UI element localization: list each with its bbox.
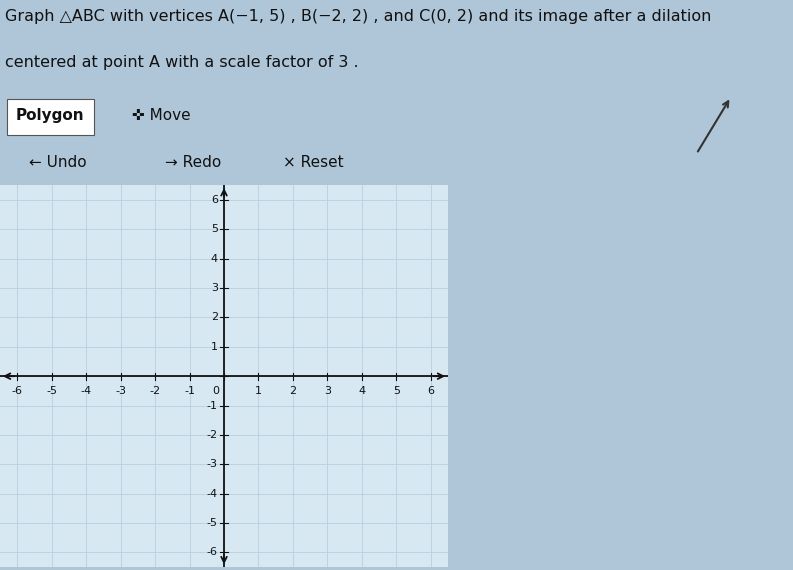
Text: 0: 0: [212, 386, 219, 397]
Text: 1: 1: [255, 386, 262, 397]
Text: -1: -1: [184, 386, 195, 397]
Text: × Reset: × Reset: [283, 155, 344, 170]
Text: -5: -5: [207, 518, 218, 528]
Text: -6: -6: [207, 547, 218, 557]
Text: -4: -4: [207, 488, 218, 499]
Text: 4: 4: [358, 386, 366, 397]
Text: ← Undo: ← Undo: [29, 155, 87, 170]
Text: -1: -1: [207, 401, 218, 410]
Text: -2: -2: [150, 386, 161, 397]
Text: 3: 3: [211, 283, 218, 293]
Text: -5: -5: [46, 386, 57, 397]
Text: -6: -6: [12, 386, 23, 397]
Text: -4: -4: [81, 386, 92, 397]
Text: 2: 2: [289, 386, 297, 397]
Text: Graph △ABC with vertices A(−1, 5) , B(−2, 2) , and C(0, 2) and its image after a: Graph △ABC with vertices A(−1, 5) , B(−2…: [6, 9, 712, 25]
Text: Polygon: Polygon: [16, 108, 85, 124]
Text: 3: 3: [324, 386, 331, 397]
Text: ✜ Move: ✜ Move: [132, 108, 190, 124]
Text: -2: -2: [207, 430, 218, 440]
Text: 5: 5: [211, 225, 218, 234]
Text: -3: -3: [115, 386, 126, 397]
Text: 6: 6: [427, 386, 435, 397]
Text: centered at point A with a scale factor of 3 .: centered at point A with a scale factor …: [6, 55, 359, 70]
Text: 1: 1: [211, 342, 218, 352]
FancyBboxPatch shape: [6, 99, 94, 135]
Text: → Redo: → Redo: [164, 155, 220, 170]
Text: 5: 5: [393, 386, 400, 397]
Text: 4: 4: [211, 254, 218, 264]
Text: -3: -3: [207, 459, 218, 469]
Text: 6: 6: [211, 195, 218, 205]
Text: 2: 2: [211, 312, 218, 323]
